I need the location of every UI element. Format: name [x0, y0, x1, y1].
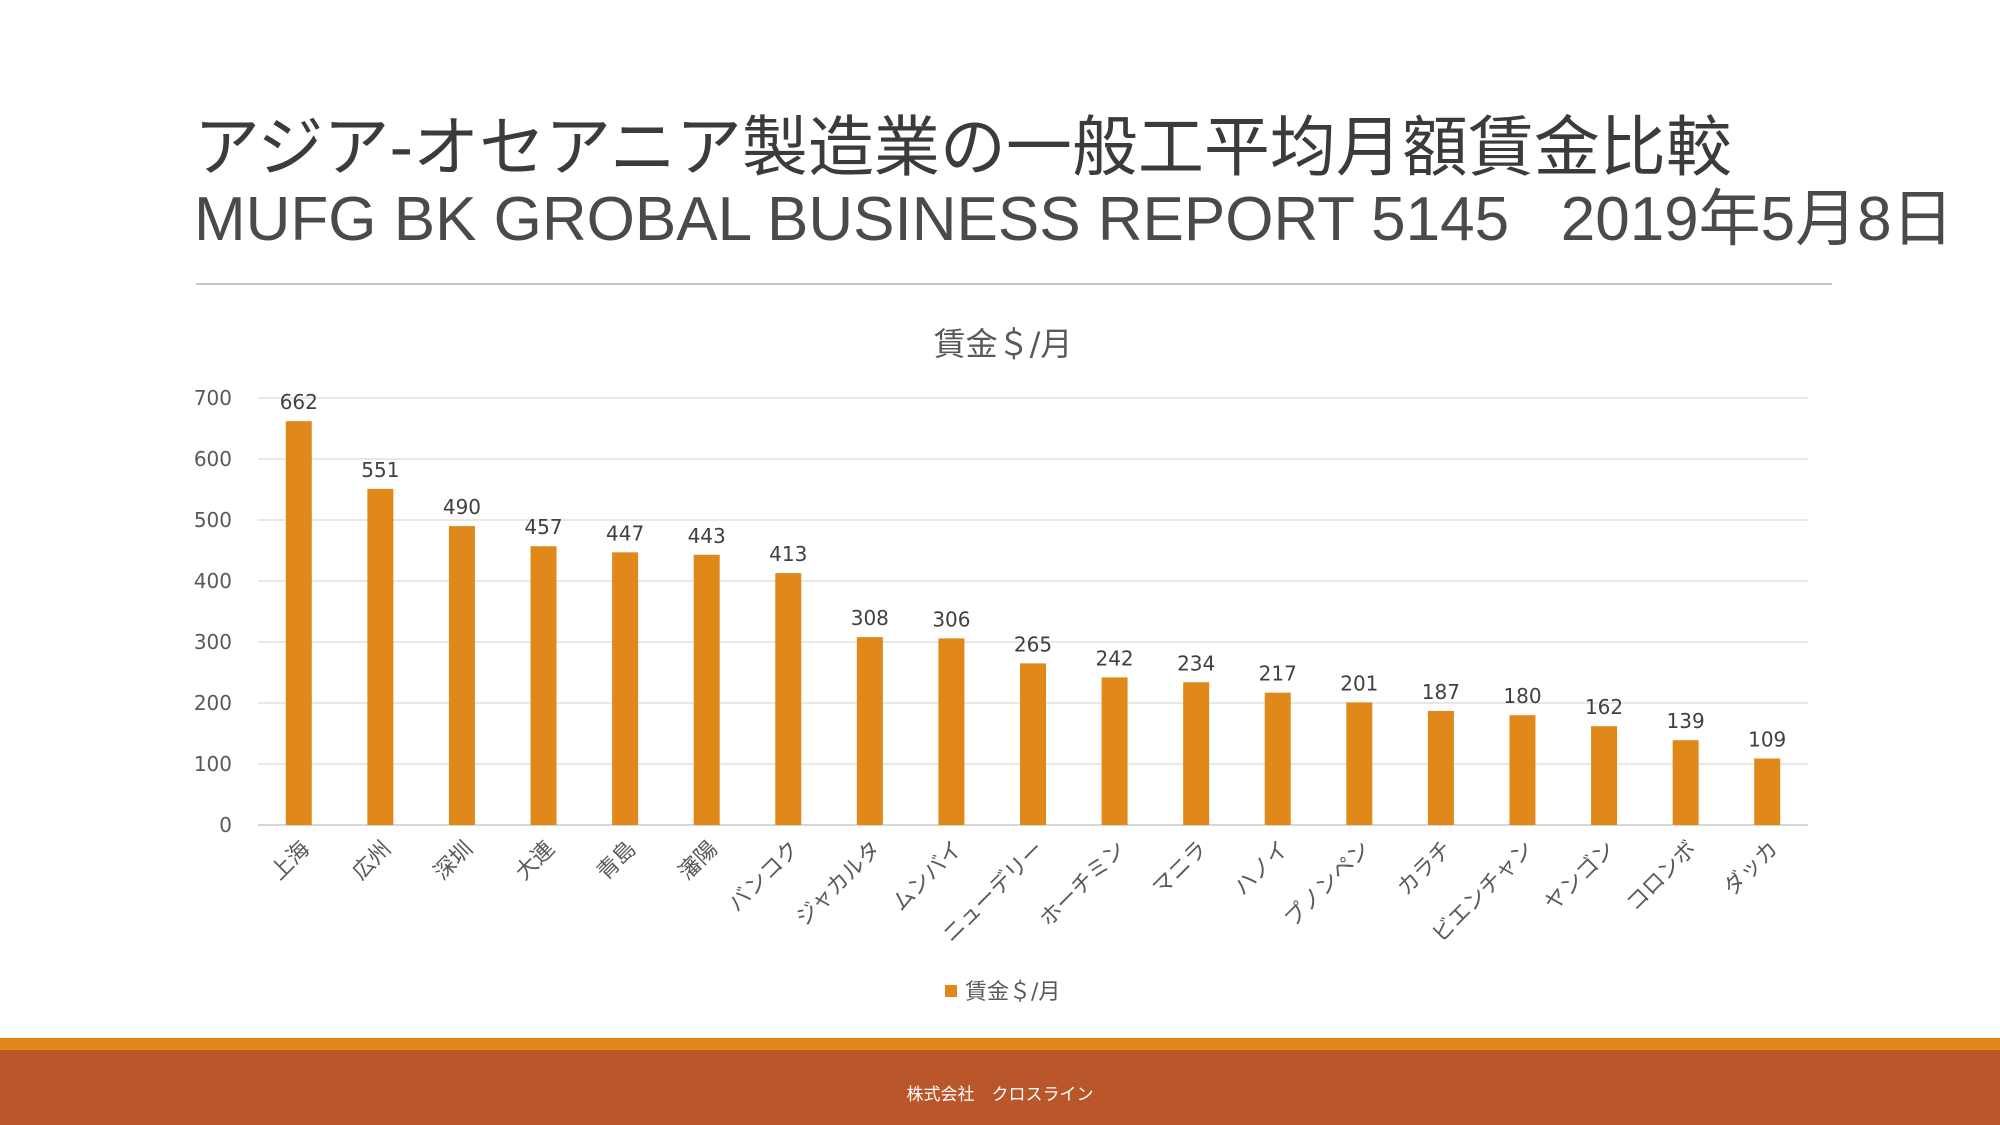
bar	[448, 526, 475, 825]
data-label: 109	[1748, 728, 1786, 752]
bar	[285, 421, 312, 825]
data-label: 139	[1667, 709, 1705, 733]
y-tick-label: 600	[194, 447, 232, 471]
x-tick-label: プノンペン	[1280, 837, 1375, 932]
data-label: 234	[1177, 651, 1215, 675]
x-tick-label: ヤンゴン	[1540, 837, 1620, 917]
data-label: 187	[1422, 680, 1460, 704]
bar	[530, 546, 557, 825]
y-tick-label: 0	[219, 813, 232, 837]
x-tick-label: 深圳	[429, 837, 478, 886]
bar	[1264, 692, 1291, 825]
data-label: 201	[1340, 671, 1378, 695]
data-label: 490	[443, 495, 481, 519]
data-label: 265	[1014, 632, 1052, 656]
x-tick-label: コロンボ	[1622, 837, 1702, 917]
x-tick-label: ジャカルタ	[791, 837, 886, 932]
data-label: 217	[1259, 662, 1297, 686]
data-label: 551	[361, 458, 399, 482]
bar	[1183, 682, 1210, 825]
x-tick-label: ムンバイ	[888, 837, 968, 917]
chart: 賃金＄/月 0 100 200 300 400 500 600 700 662 551 490 45…	[194, 325, 1808, 1005]
bar	[775, 573, 802, 825]
y-tick-label: 500	[194, 508, 232, 532]
slide-title: アジア-オセアニア製造業の一般工平均月額賃金比較	[194, 109, 1732, 186]
data-label: 447	[606, 521, 644, 545]
title-divider	[196, 283, 1832, 285]
x-tick-label: ダッカ	[1719, 837, 1783, 901]
chart-title: 賃金＄/月	[934, 325, 1073, 363]
chart-legend: 賃金＄/月	[945, 980, 1060, 1005]
bar	[1346, 702, 1373, 825]
y-tick-label: 400	[194, 569, 232, 593]
x-tick-label: 瀋陽	[674, 837, 723, 886]
x-tick-label: 大連	[511, 837, 560, 886]
bar	[1591, 726, 1618, 825]
footer-text: 株式会社 クロスライン	[906, 1085, 1094, 1105]
x-tick-label: カラチ	[1393, 837, 1457, 901]
data-label: 413	[769, 542, 807, 566]
bar	[1672, 740, 1699, 825]
data-label: 662	[280, 390, 318, 414]
bar	[1427, 710, 1454, 825]
bar	[938, 638, 965, 825]
data-label: 306	[932, 607, 970, 631]
y-tick-label: 200	[194, 691, 232, 715]
x-tick-label: ホーチミン	[1035, 837, 1130, 932]
x-tick-label: バンコク	[724, 837, 805, 918]
bar	[856, 637, 883, 825]
footer-bar	[0, 1050, 2000, 1125]
x-tick-label: 青島	[593, 837, 642, 886]
bar	[367, 488, 394, 825]
y-tick-label: 300	[194, 630, 232, 654]
data-label: 443	[688, 524, 726, 548]
x-tick-label: マニラ	[1148, 837, 1212, 901]
data-label: 242	[1095, 646, 1133, 670]
bar	[1020, 663, 1046, 825]
x-tick-label: 広州	[348, 837, 397, 886]
bar	[1101, 677, 1128, 825]
bar	[1509, 715, 1536, 825]
slide-subtitle: MUFG BK GROBAL BUSINESS REPORT 5145 2019…	[194, 185, 1954, 254]
x-tick-label: 上海	[266, 837, 315, 886]
y-tick-label: 700	[194, 386, 232, 410]
footer-stripe	[0, 1038, 2000, 1050]
data-label: 162	[1585, 695, 1623, 719]
bar	[1754, 758, 1781, 825]
data-label: 457	[524, 515, 562, 539]
bar	[693, 554, 720, 825]
data-label: 308	[851, 606, 889, 630]
legend-label: 賃金＄/月	[965, 980, 1060, 1005]
bar	[612, 552, 639, 825]
legend-swatch	[945, 985, 957, 997]
x-tick-label: ハノイ	[1230, 837, 1294, 901]
data-label: 180	[1503, 684, 1541, 708]
y-tick-label: 100	[194, 752, 232, 776]
